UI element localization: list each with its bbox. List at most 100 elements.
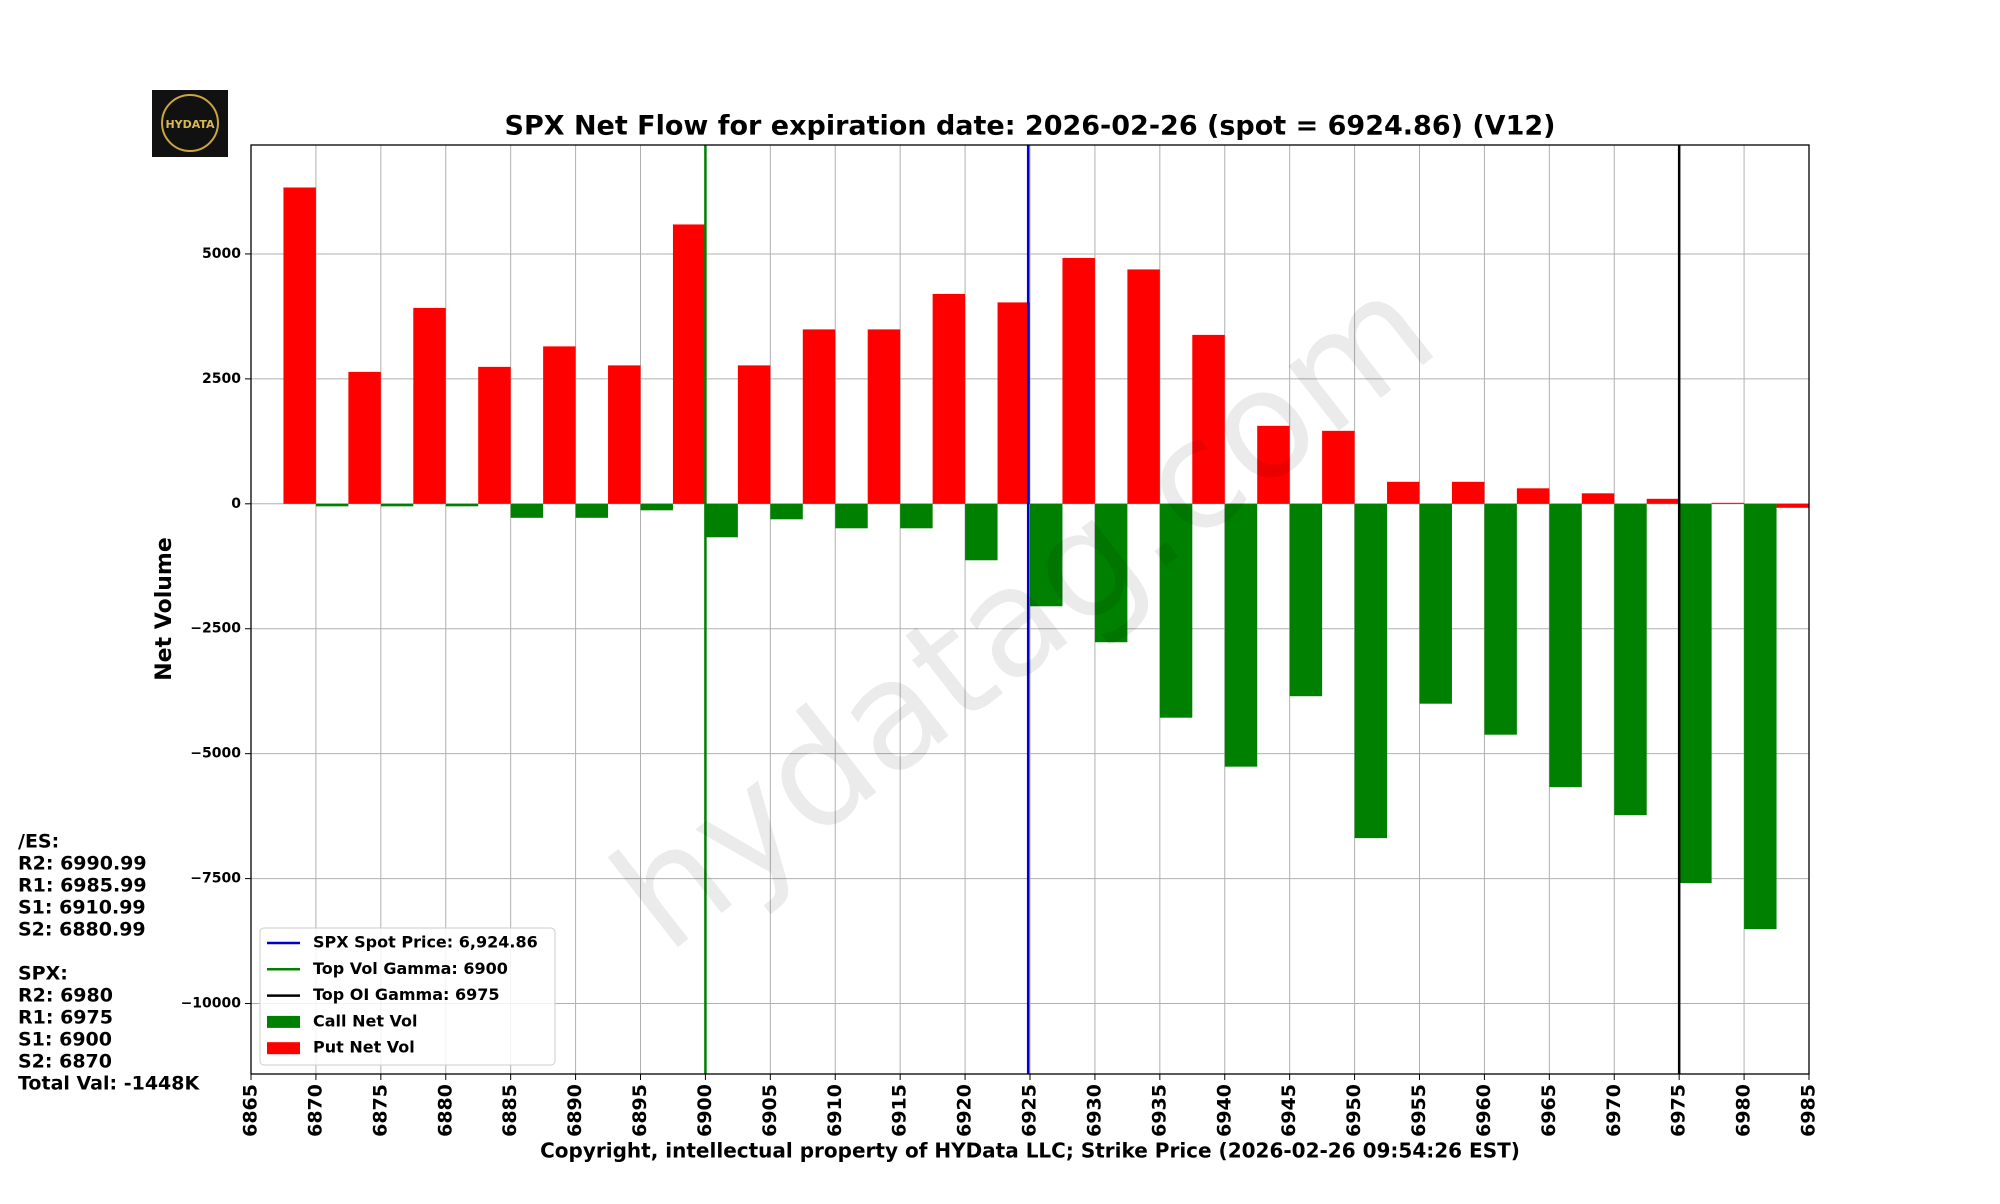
bar [1646,498,1680,504]
x-tick-label: 6975 [1668,1084,1690,1137]
bar [1581,493,1615,504]
bar [1062,257,1095,504]
bar [1094,503,1128,643]
x-tick-label: 6870 [304,1084,326,1137]
side-note: R2: 6980 [18,985,113,1007]
x-tick-label: 6930 [1083,1084,1105,1137]
x-tick-label: 6875 [369,1084,391,1137]
y-tick-label: −5000 [190,746,241,762]
y-tick-label: −10000 [181,996,242,1012]
bar [900,503,933,529]
bar [835,503,868,529]
x-tick-label: 6905 [759,1084,781,1137]
bar [1127,269,1160,504]
side-note: SPX: [18,963,68,985]
bar [1192,334,1225,504]
x-tick-label: 6910 [824,1084,846,1137]
x-tick-label: 6970 [1603,1084,1625,1137]
bar [1419,503,1452,704]
bar [1289,503,1323,697]
bar [1614,503,1647,816]
side-note: R1: 6975 [18,1007,113,1029]
x-tick-label: 6980 [1733,1084,1755,1137]
bar [770,503,803,520]
bar [1451,481,1485,504]
axes-frame [250,144,1810,1075]
side-note: S2: 6880.99 [18,919,146,941]
bar [348,371,381,504]
bar [543,346,576,504]
bar [1030,503,1063,607]
x-tick-label: 6880 [434,1084,456,1137]
bar [283,187,316,504]
side-note: S1: 6910.99 [18,897,146,919]
bar [672,224,706,504]
legend-swatch [267,1015,300,1028]
logo-ring [161,94,219,152]
x-tick-label: 6960 [1473,1084,1495,1137]
bar [315,503,349,507]
bar [1679,503,1712,884]
x-axis-label: Copyright, intellectual property of HYDa… [540,1139,1520,1163]
bar [932,293,966,504]
side-note: S1: 6900 [18,1029,112,1051]
y-tick-label: −7500 [190,871,241,887]
y-tick-label: 5000 [202,246,241,262]
bar [1744,503,1777,930]
side-note: Total Val: -1448K [18,1073,201,1095]
logo [152,90,228,157]
x-tick-label: 6945 [1278,1084,1300,1137]
legend-label: Call Net Vol [313,1011,418,1030]
bar [1484,503,1517,735]
plot-area: 6865 6870 6875 6880 6885 6890 6895 6900 6905 6910… [181,144,1820,1137]
legend-label: Put Net Vol [313,1038,415,1057]
x-tick-label: 6920 [954,1084,976,1137]
bar [965,503,998,561]
legend: SPX Spot Price: 6,924.86 Top Vol Gamma: 6… [259,927,556,1066]
bar [608,365,641,504]
x-tick-label: 6925 [1019,1084,1041,1137]
bar [478,366,511,504]
bar [1711,502,1745,504]
bar [640,503,673,511]
x-tick-label: 6865 [240,1084,262,1137]
bar [1549,503,1582,788]
side-note: R2: 6990.99 [18,853,147,875]
x-tick-label: 6965 [1538,1084,1560,1137]
x-tick-label: 6890 [564,1084,586,1137]
bar [1776,503,1809,508]
bar [445,503,479,507]
bar [1354,503,1388,839]
chart-title: SPX Net Flow for expiration date: 2026-0… [505,111,1556,142]
logo-text: HYDATA [165,118,215,131]
x-tick-label: 6885 [499,1084,521,1137]
bar [1257,425,1290,504]
side-note: R1: 6985.99 [18,875,147,897]
y-tick-label: 2500 [202,371,241,387]
bar [1387,481,1420,504]
legend-swatch [267,1042,300,1055]
side-note: /ES: [18,831,59,853]
bar [1224,503,1258,767]
y-axis-label: Net Volume [152,537,177,681]
bar [802,329,836,504]
x-tick-label: 6895 [629,1084,651,1137]
bar [737,365,771,504]
y-tick-label: 0 [231,496,241,512]
bar [867,329,901,504]
bar [413,307,446,504]
x-tick-label: 6935 [1148,1084,1170,1137]
bar [1159,503,1193,718]
bar [510,503,544,518]
x-tick-label: 6955 [1408,1084,1430,1137]
bar [1516,488,1550,504]
legend-label: Top Vol Gamma: 6900 [313,959,508,978]
side-note: S2: 6870 [18,1051,112,1073]
legend-label: SPX Spot Price: 6,924.86 [313,933,538,952]
bar [997,302,1030,504]
x-tick-label: 6940 [1213,1084,1235,1137]
legend-box [259,927,556,1066]
